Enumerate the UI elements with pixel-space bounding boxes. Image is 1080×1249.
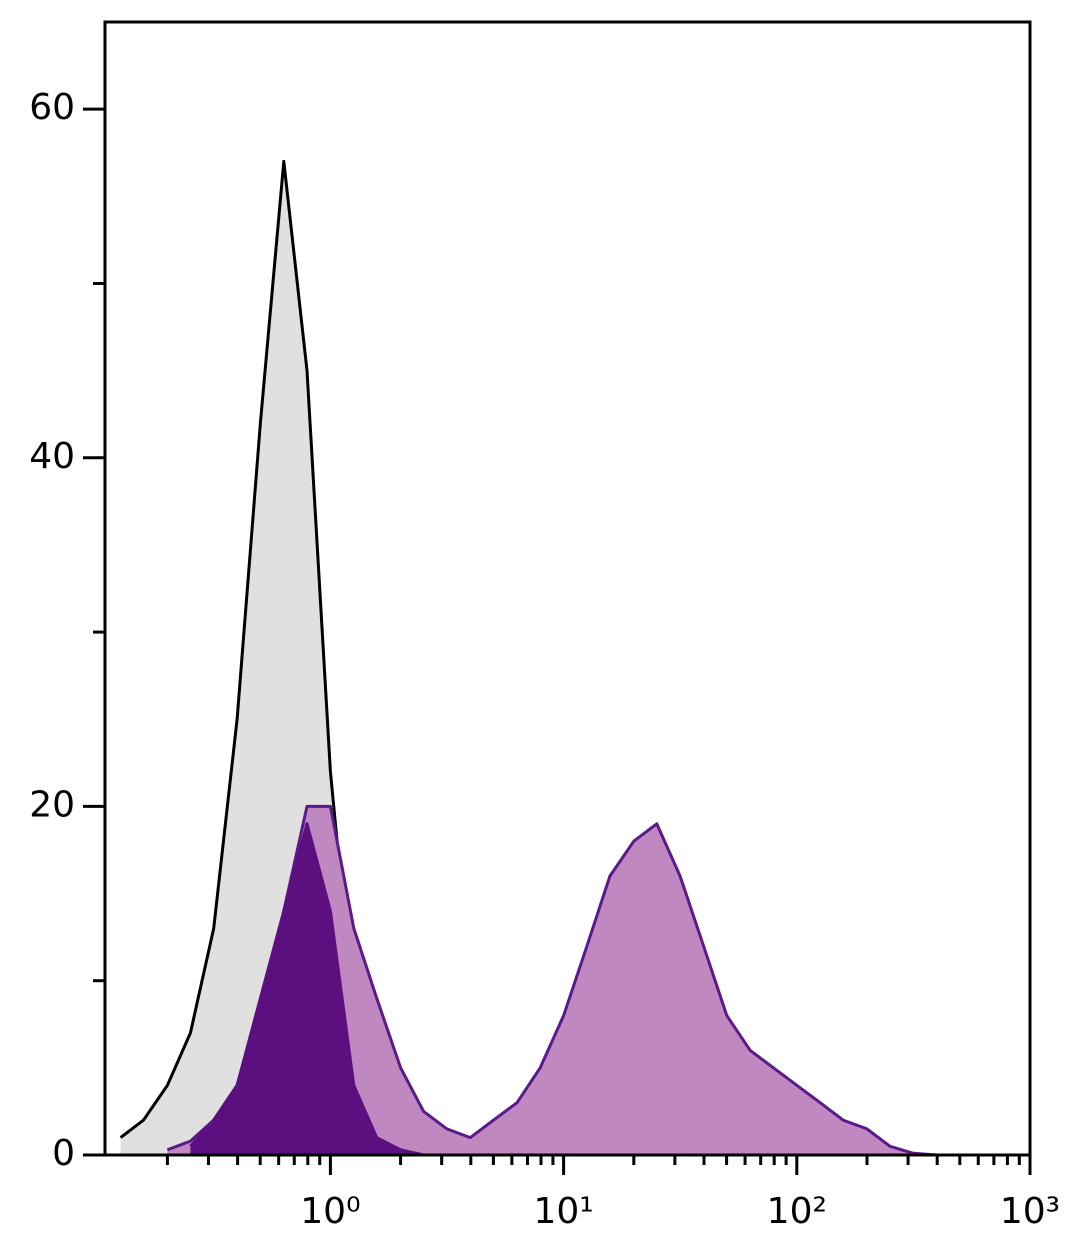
plot-frame	[103, 20, 1032, 1157]
x-tick-label: 10¹	[533, 1191, 593, 1232]
y-tick-label: 40	[29, 436, 75, 477]
x-tick-label: 10²	[767, 1191, 827, 1232]
area-outline	[189, 822, 424, 1157]
area	[167, 806, 937, 1155]
y-tick-label: 0	[52, 1133, 75, 1174]
area	[120, 161, 447, 1155]
x-tick-label: 10³	[1000, 1191, 1060, 1232]
y-tick-label: 60	[29, 87, 75, 128]
y-tick-label: 20	[29, 784, 75, 825]
area-outline	[166, 804, 937, 1157]
x-tick-label: 10⁰	[300, 1191, 360, 1232]
area	[190, 823, 424, 1155]
